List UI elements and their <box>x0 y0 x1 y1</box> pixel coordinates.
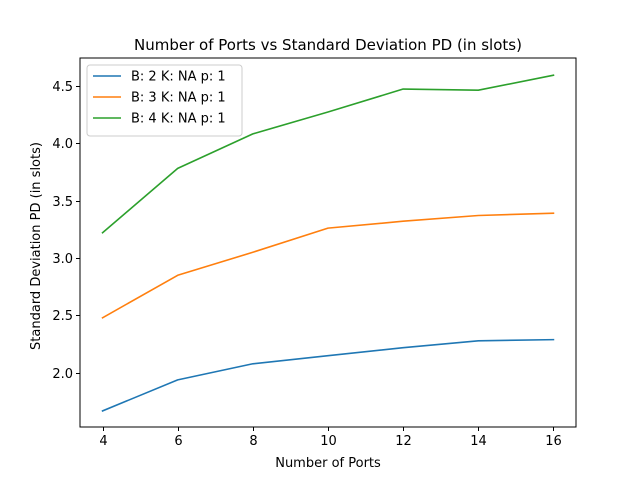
x-axis: 4 6 8 10 12 14 16 <box>99 427 562 449</box>
x-tick-label: 4 <box>99 434 107 449</box>
legend-label: B: 4 K: NA p: 1 <box>131 112 226 127</box>
y-axis-label: Standard Deviation PD (in slots) <box>29 142 44 350</box>
x-tick-label: 8 <box>249 434 257 449</box>
x-tick-label: 12 <box>395 434 412 449</box>
legend-label: B: 3 K: NA p: 1 <box>131 91 226 106</box>
legend: B: 2 K: NA p: 1 B: 3 K: NA p: 1 B: 4 K: NA… <box>86 64 243 137</box>
y-tick-label: 4.0 <box>52 137 73 152</box>
x-tick-label: 16 <box>545 434 562 449</box>
y-tick-label: 2.5 <box>52 309 73 324</box>
axes-frame <box>79 57 577 428</box>
y-axis: 2.0 2.5 3.0 3.5 4.0 4.5 <box>52 80 80 382</box>
x-tick-label: 6 <box>174 434 182 449</box>
x-tick-label: 10 <box>320 434 337 449</box>
legend-label: B: 2 K: NA p: 1 <box>131 70 226 85</box>
y-tick-label: 4.5 <box>52 80 73 95</box>
x-axis-label: Number of Ports <box>275 456 381 471</box>
series-line-3 <box>101 74 555 234</box>
x-tick-label: 14 <box>470 434 487 449</box>
chart-title: Number of Ports vs Standard Deviation PD… <box>134 36 522 54</box>
legend-frame <box>86 64 243 137</box>
y-tick-label: 2.0 <box>52 367 73 382</box>
y-tick-label: 3.5 <box>52 195 73 210</box>
series-line-2 <box>101 212 555 319</box>
plot-area <box>101 74 555 412</box>
series-line-1 <box>101 338 555 412</box>
y-tick-label: 3.0 <box>52 252 73 267</box>
